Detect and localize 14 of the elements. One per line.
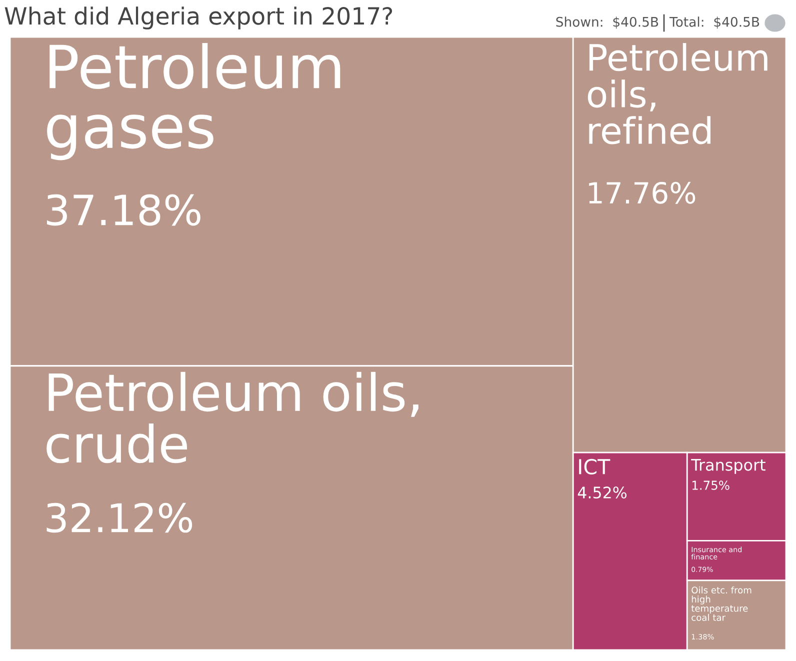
category-label: Petroleum oils, refined xyxy=(588,43,768,144)
category-label: Petroleum gases xyxy=(47,43,340,160)
text: Total: $40.5B xyxy=(669,16,760,29)
category-label: Oils etc. from high temperature coal tar xyxy=(691,586,752,621)
data-label: 37.18% xyxy=(46,194,200,226)
category-label: ICT xyxy=(579,458,610,474)
data-label: 4.52% xyxy=(578,486,627,499)
data-label: 32.12% xyxy=(46,502,192,533)
data-label: 17.76% xyxy=(589,182,696,204)
text: Shown: $40.5B xyxy=(556,16,658,29)
category-label: Transport xyxy=(691,459,766,474)
data-label: 1.75% xyxy=(692,480,730,490)
text: What did Algeria export in 2017? xyxy=(4,6,392,30)
category-label: Petroleum oils, crude xyxy=(46,372,418,464)
